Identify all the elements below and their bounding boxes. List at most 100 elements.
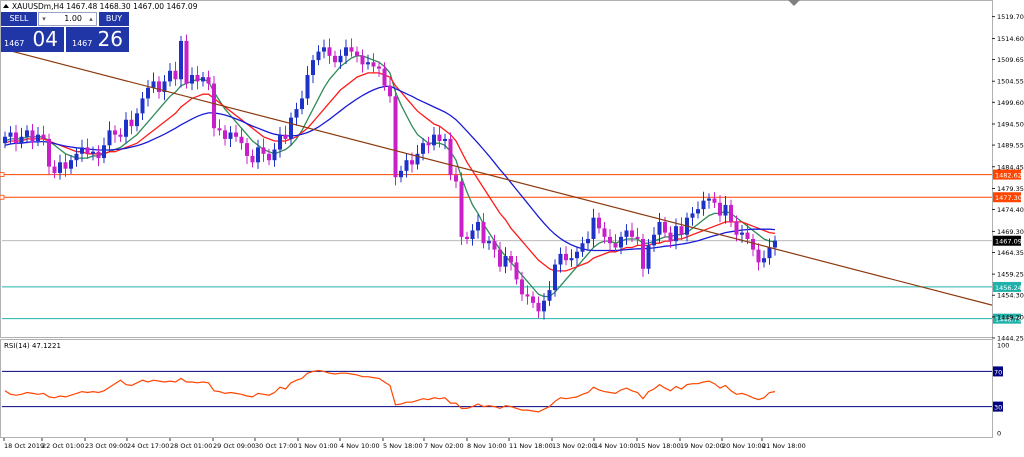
candle-body xyxy=(437,134,442,142)
candle-body xyxy=(327,47,332,56)
candle-body xyxy=(580,243,585,252)
candle-body xyxy=(217,128,222,131)
collapse-triangle-icon[interactable] xyxy=(3,4,9,8)
candle-body xyxy=(602,228,607,237)
candle-body xyxy=(377,66,381,69)
window-scroll-marker-icon[interactable] xyxy=(788,0,800,6)
time-tick-label: 24 Oct 17:00 xyxy=(127,442,169,450)
price-tick-label: 1504.55 xyxy=(997,78,1024,86)
candle-body xyxy=(679,226,684,235)
rsi-line xyxy=(4,369,776,413)
candle-body xyxy=(179,40,183,80)
candle-body xyxy=(3,136,7,144)
lot-decrease-icon[interactable]: ▾ xyxy=(42,15,46,23)
candle-body xyxy=(586,238,590,244)
price-tick-label: 1444.25 xyxy=(997,335,1024,343)
time-tick-label: 20 Nov 10:00 xyxy=(722,442,766,450)
price-tick-label: 1484.45 xyxy=(997,163,1024,171)
time-tick-label: 13 Nov 02:00 xyxy=(552,442,596,450)
candle-body xyxy=(366,62,370,65)
candle-body xyxy=(344,47,348,56)
price-tick-label: 1474.40 xyxy=(997,206,1024,214)
candle-body xyxy=(382,68,387,86)
rsi-level-tag xyxy=(993,366,1003,377)
time-tick-label: 11 Nov 18:00 xyxy=(509,442,553,450)
level-anchor-icon[interactable] xyxy=(0,194,5,200)
candle-body xyxy=(525,294,530,297)
price-tick-label: 1479.35 xyxy=(997,185,1024,193)
candle-body xyxy=(300,98,304,110)
time-tick-label: 5 Nov 18:00 xyxy=(383,442,423,450)
candle-body xyxy=(47,138,51,167)
candle-body xyxy=(608,236,612,244)
level-price-tag xyxy=(993,281,1021,292)
candle-body xyxy=(751,238,755,250)
candle-body xyxy=(591,217,596,239)
lot-increase-icon[interactable]: ▴ xyxy=(89,15,93,23)
candle-body xyxy=(531,296,535,303)
candle-body xyxy=(696,209,700,214)
candle-body xyxy=(85,147,90,154)
candle-body xyxy=(630,230,634,237)
candle-body xyxy=(228,132,233,139)
rsi-tick-label: 0 xyxy=(997,430,1001,438)
candle-body xyxy=(278,134,282,150)
candle-body xyxy=(360,55,365,65)
candle-body xyxy=(80,147,84,154)
candle-body xyxy=(470,230,475,239)
lot-size-value: 1.00 xyxy=(64,14,82,23)
time-tick-label: 14 Nov 10:00 xyxy=(594,442,638,450)
sell-button[interactable]: SELL xyxy=(1,12,37,26)
candle-body xyxy=(635,236,640,239)
buy-button[interactable]: BUY xyxy=(99,12,129,26)
candle-body xyxy=(234,132,238,137)
time-tick-label: 18 Oct 2019 xyxy=(4,442,44,450)
candle-body xyxy=(646,245,651,269)
candle-body xyxy=(168,70,172,82)
candle-body xyxy=(52,166,57,173)
candle-body xyxy=(129,119,134,127)
time-tick-label: 7 Nov 02:00 xyxy=(424,442,464,450)
sell-price-tile[interactable]: 1467 04 xyxy=(1,27,64,52)
time-tick-label: 30 Oct 17:00 xyxy=(255,442,297,450)
candle-body xyxy=(597,217,601,229)
candle-body xyxy=(272,149,277,161)
candle-body xyxy=(151,81,156,88)
candle-body xyxy=(30,130,35,142)
candle-body xyxy=(256,147,260,163)
candle-body xyxy=(498,249,502,267)
time-tick-label: 22 Oct 01:00 xyxy=(42,442,84,450)
candle-body xyxy=(311,60,315,76)
candle-body xyxy=(96,151,101,159)
level-anchor-icon[interactable] xyxy=(0,172,5,177)
candle-body xyxy=(734,221,739,235)
candle-body xyxy=(19,136,24,144)
candle-body xyxy=(25,130,29,137)
candle-body xyxy=(316,51,321,61)
level-price-label: 1456.24 xyxy=(995,284,1022,292)
candle-body xyxy=(712,198,717,203)
buy-price-tile[interactable]: 1467 26 xyxy=(66,27,129,52)
candle-body xyxy=(740,232,744,235)
candle-body xyxy=(641,238,645,269)
candle-body xyxy=(426,143,431,146)
price-tick-label: 1519.70 xyxy=(997,13,1024,21)
candle-body xyxy=(212,83,216,129)
candle-body xyxy=(745,232,750,239)
candle-body xyxy=(223,130,227,139)
symbol-header: XAUUSDm,H4 1467.48 1468.30 1467.00 1467.… xyxy=(12,2,198,11)
candle-body xyxy=(206,77,211,84)
downward-trendline[interactable] xyxy=(4,48,993,306)
time-tick-label: 1 Nov 01:00 xyxy=(298,442,338,450)
candle-body xyxy=(8,132,13,137)
lot-size-input[interactable]: ▾ 1.00 ▴ xyxy=(38,12,97,26)
candle-body xyxy=(261,147,266,154)
time-tick-label: 23 Oct 09:00 xyxy=(85,442,127,450)
candle-body xyxy=(107,130,112,146)
candle-body xyxy=(371,62,376,67)
candle-body xyxy=(481,221,486,244)
candle-body xyxy=(58,162,62,173)
price-tick-label: 1509.65 xyxy=(997,56,1024,64)
